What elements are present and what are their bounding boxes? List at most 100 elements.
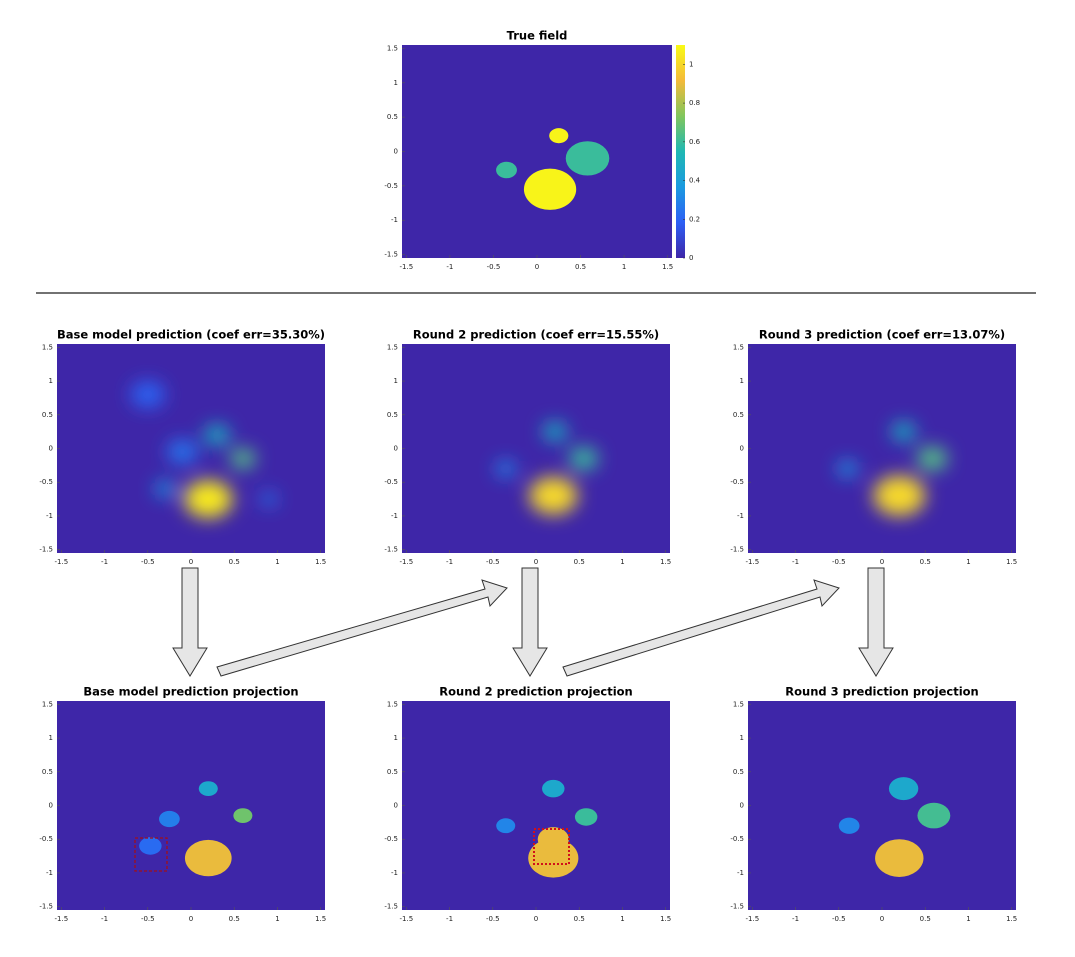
y-tick-label: 1.5 [733,700,744,708]
y-tick-label: -1 [46,869,53,877]
y-tick-label: 0.5 [387,113,398,121]
y-tick-label: -0.5 [39,835,53,843]
blob [542,422,568,442]
panel: Round 3 prediction projection -1.5 -1 -0.5 0… [730,685,1017,924]
plot-area [402,701,670,910]
x-tick-label: -1.5 [745,558,759,566]
blob [537,827,569,852]
x-tick-label: 0 [534,915,538,923]
blob [838,817,860,834]
panel: True field -1.5 -1 -0.5 0 0.5 1 1.5 -1.5 -1 -0.5 0 0… [384,29,700,272]
blob [229,448,256,469]
colorbar-tick-label: 0.6 [689,138,701,146]
blob [542,779,565,798]
y-tick-label: 0 [49,802,53,810]
y-tick-label: -0.5 [384,182,398,190]
x-tick-label: 0.5 [920,558,931,566]
y-tick-label: 0 [394,802,398,810]
panel: Round 2 prediction projection -1.5 -1 -0.5 0… [384,685,671,924]
highlight-box [134,837,168,872]
arrow [216,579,508,677]
y-tick-label: -1 [46,512,53,520]
x-tick-label: -1.5 [54,558,68,566]
plot-area [57,344,325,553]
blob [198,781,218,797]
x-tick-label: -1 [446,263,453,271]
x-tick-label: -1.5 [399,558,413,566]
x-tick-label: 1 [966,915,970,923]
blob [916,446,948,471]
blob [233,808,253,824]
blob [496,161,517,179]
plot-area [748,701,1016,910]
background [402,45,672,258]
y-tick-label: -1.5 [384,251,398,259]
y-tick-label: -0.5 [384,835,398,843]
x-tick-label: 0 [880,915,884,923]
colorbar [676,45,685,258]
background [57,701,325,910]
background [748,344,1016,553]
background [402,344,670,553]
y-tick-label: 0.5 [387,411,398,419]
x-tick-label: -0.5 [832,915,846,923]
x-tick-label: 0 [189,915,193,923]
highlight-box [533,828,570,865]
blob [184,480,233,518]
x-tick-label: -1.5 [400,263,414,271]
y-tick-label: 1.5 [42,343,53,351]
blob [568,447,599,471]
panel: Round 3 prediction (coef err=13.07%) -1.5… [730,328,1017,567]
x-tick-label: 0.5 [229,915,240,923]
plot-area [402,344,670,553]
x-tick-label: 1 [275,915,279,923]
x-tick-label: 1 [620,915,624,923]
blob [574,808,598,826]
colorbar-tick-label: 0 [689,254,693,262]
x-tick-label: -1.5 [745,915,759,923]
blob [529,476,578,515]
y-tick-label: 1.5 [387,700,398,708]
x-tick-label: 0 [535,263,539,271]
colorbar-tick-label: 0.8 [689,99,700,107]
panel: Base model prediction (coef err=35.30%) -… [39,328,326,567]
blob [496,818,516,834]
y-tick-label: -0.5 [384,478,398,486]
panel-title: Base model prediction (coef err=35.30%) [57,328,325,342]
x-tick-label: 1 [622,263,626,271]
blob [875,839,924,877]
x-tick-label: 0 [880,558,884,566]
colorbar-tick-label: 0.2 [689,215,700,223]
y-tick-label: 1.5 [733,343,744,351]
x-tick-label: 1.5 [660,915,671,923]
blurred-field [130,381,278,518]
x-tick-label: 0.5 [229,558,240,566]
panel: Round 2 prediction (coef err=15.55%) -1.5… [384,328,671,567]
y-tick-label: 1 [394,734,398,742]
x-tick-label: 0 [534,558,538,566]
x-tick-label: 1 [275,558,279,566]
x-tick-label: 0.5 [574,558,585,566]
y-tick-label: 0 [394,445,398,453]
blob [888,777,919,801]
y-tick-label: 0.5 [387,768,398,776]
blob [260,492,278,506]
x-tick-label: -1 [446,915,453,923]
y-tick-label: 0.5 [733,768,744,776]
x-tick-label: 1 [966,558,970,566]
arrows [172,567,894,677]
x-tick-label: 1.5 [662,263,673,271]
x-tick-label: -1 [101,915,108,923]
blob [873,475,926,516]
blob [203,424,230,446]
blob [184,839,232,877]
y-tick-label: 1.5 [387,44,398,52]
y-tick-label: -1 [391,216,398,224]
arrow [512,567,548,677]
panel-title: Base model prediction projection [83,685,298,699]
x-tick-label: -1.5 [54,915,68,923]
x-tick-label: 1.5 [315,558,326,566]
blob [159,810,180,828]
y-tick-label: -1 [737,869,744,877]
